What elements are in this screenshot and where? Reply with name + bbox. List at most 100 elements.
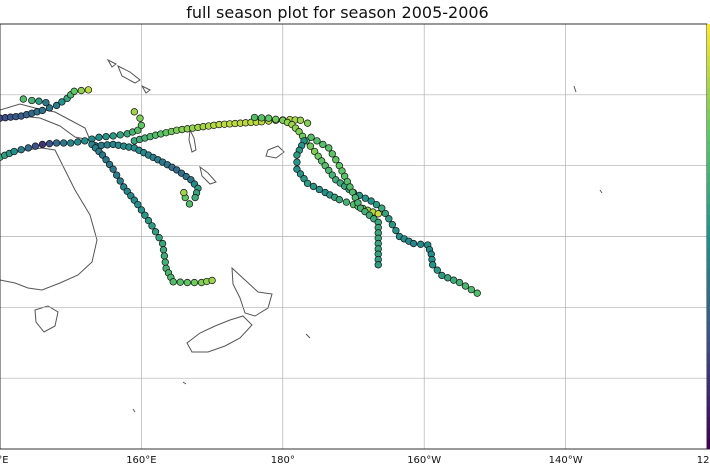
- australia-coastline: [0, 147, 98, 291]
- track-point: [77, 86, 85, 95]
- colorbar-segment: [707, 279, 710, 291]
- colorbar-segment: [707, 257, 710, 269]
- track-point: [473, 289, 481, 297]
- track-point: [74, 138, 82, 146]
- colorbar-segment: [707, 385, 710, 397]
- track-point: [293, 158, 301, 166]
- track-point: [67, 139, 75, 147]
- colorbar-segment: [707, 119, 710, 131]
- track-point: [319, 140, 327, 149]
- track-point: [35, 97, 43, 105]
- solomon-islands-coastline: [106, 58, 151, 94]
- track-point: [303, 179, 312, 188]
- track-point: [52, 139, 61, 147]
- kermadec-and-small-islands: [132, 85, 603, 413]
- track-point: [116, 131, 124, 139]
- track-point: [24, 144, 32, 152]
- track-point: [45, 140, 54, 148]
- track-point: [141, 211, 149, 219]
- track-point: [307, 133, 315, 141]
- colorbar-segment: [707, 342, 710, 354]
- track-point: [342, 198, 351, 206]
- track-point: [102, 132, 110, 141]
- longitude-tick-label: 120°W: [696, 455, 710, 466]
- track-point: [81, 137, 89, 145]
- colorbar: [707, 24, 710, 450]
- track-point: [84, 86, 93, 94]
- colorbar-segment: [707, 406, 710, 418]
- track-point: [467, 285, 475, 294]
- colorbar-segment: [707, 183, 710, 195]
- track-point: [325, 144, 333, 152]
- colorbar-segment: [707, 289, 710, 301]
- colorbar-segment: [707, 98, 710, 110]
- track-point: [109, 165, 117, 173]
- storm-track: [307, 133, 382, 269]
- track-point: [265, 114, 273, 122]
- storm-track: [0, 108, 146, 161]
- track-point: [155, 234, 163, 242]
- colorbar-segment: [707, 151, 710, 163]
- storm-track: [19, 95, 50, 107]
- storm-track: [88, 140, 216, 287]
- track-point: [309, 182, 318, 191]
- colorbar-segment: [707, 395, 710, 407]
- track-point: [417, 240, 425, 248]
- colorbar-segment: [707, 66, 710, 78]
- track-point: [328, 150, 336, 158]
- track-point: [303, 119, 312, 127]
- papua-new-guinea-coastline: [0, 103, 91, 141]
- storm-track: [0, 86, 93, 122]
- track-point: [409, 239, 418, 248]
- track-point: [257, 114, 266, 122]
- track-point: [38, 106, 47, 115]
- colorbar-segment: [707, 45, 710, 57]
- storm-track: [130, 115, 312, 145]
- track-point: [144, 216, 153, 225]
- track-point: [293, 151, 301, 159]
- track-point: [134, 126, 142, 134]
- track-point: [185, 200, 194, 208]
- longitude-tick-label: 160°W: [407, 455, 442, 466]
- track-point: [52, 101, 61, 110]
- storm-track: [91, 140, 202, 208]
- track-point: [42, 98, 50, 107]
- track-point: [372, 200, 381, 209]
- track-point: [160, 252, 169, 260]
- track-point: [461, 282, 470, 290]
- track-point: [38, 140, 47, 149]
- colorbar-segment: [707, 55, 710, 67]
- colorbar-segment: [707, 162, 710, 174]
- track-point: [191, 193, 199, 202]
- coastline-layer: [0, 58, 603, 413]
- graticule: [0, 24, 707, 449]
- colorbar-segment: [707, 24, 710, 36]
- track-point: [385, 215, 393, 223]
- track-point: [70, 87, 78, 95]
- track-point: [158, 239, 167, 248]
- track-point: [159, 246, 168, 254]
- track-point: [59, 139, 68, 147]
- new-zealand-north-island: [231, 266, 273, 317]
- colorbar-segment: [707, 87, 710, 99]
- track-point: [31, 142, 39, 150]
- track-point: [28, 96, 36, 105]
- track-point: [388, 221, 397, 229]
- track-point: [381, 209, 389, 218]
- track-point: [136, 114, 144, 122]
- track-point: [208, 276, 216, 285]
- longitude-tick-label: 180°: [270, 455, 295, 466]
- track-point: [313, 137, 321, 145]
- track-point: [95, 133, 103, 141]
- track-point: [367, 197, 375, 205]
- colorbar-segment: [707, 225, 710, 237]
- track-point: [190, 278, 199, 287]
- colorbar-segment: [707, 364, 710, 376]
- track-point: [151, 228, 160, 236]
- track-point: [455, 278, 464, 287]
- track-point: [332, 156, 340, 164]
- colorbar-segment: [707, 130, 710, 142]
- track-point: [361, 194, 369, 202]
- fiji-coastline: [265, 145, 285, 159]
